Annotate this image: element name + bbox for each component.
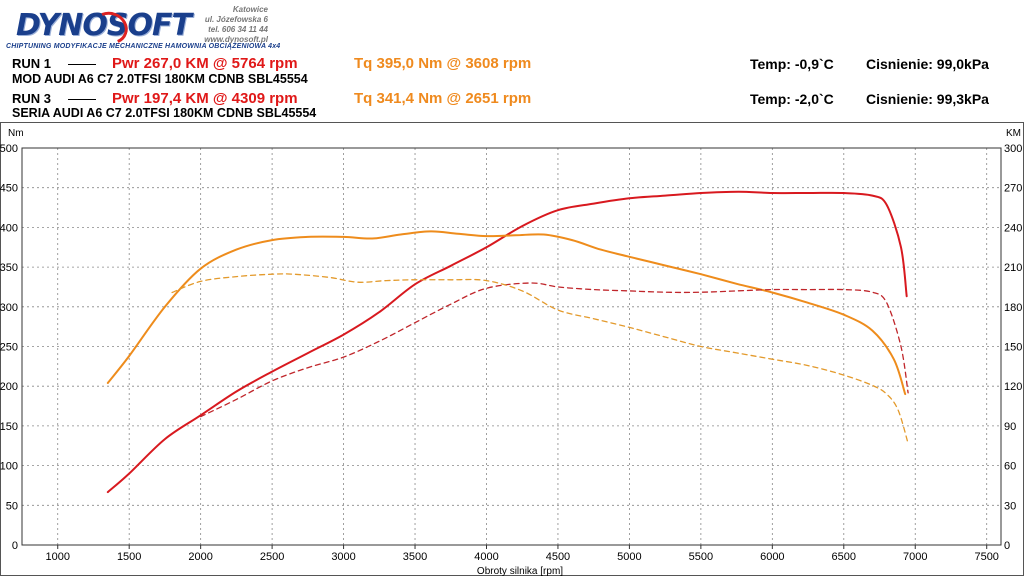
y-left-tick-label: 450: [0, 183, 18, 195]
y-right-tick-label: 180: [1004, 302, 1022, 314]
x-tick-label: 6500: [832, 551, 856, 563]
y-right-tick-label: 90: [1004, 421, 1016, 433]
x-tick-label: 3000: [331, 551, 355, 563]
x-tick-label: 1500: [117, 551, 141, 563]
y-left-tick-label: 500: [0, 143, 18, 155]
address-city: Katowice: [232, 5, 268, 14]
chart-series: [106, 190, 909, 494]
run3-temp: Temp: -2,0`C: [750, 91, 834, 107]
dynosoft-logo: DYNOSOFT: [6, 4, 192, 50]
x-tick-label: 4500: [546, 551, 570, 563]
run3-description: SERIA AUDI A6 C7 2.0TFSI 180KM CDNB SBL4…: [12, 106, 317, 120]
y-left-tick-label: 300: [0, 302, 18, 314]
chart-frame: [0, 122, 1024, 576]
dyno-header: DYNOSOFT CHIPTUNING MODYFIKACJE MECHANIC…: [0, 0, 1024, 122]
address-phone: tel. 606 34 11 44: [208, 25, 268, 34]
address-street: ul. Józefowska 6: [204, 15, 268, 24]
x-tick-label: 5000: [617, 551, 641, 563]
x-tick-label: 2000: [188, 551, 212, 563]
series-line-torque-stock: [171, 273, 909, 445]
run3-torque: Tq 341,4 Nm @ 2651 rpm: [354, 90, 532, 107]
left-axis-label: Nm: [8, 128, 24, 139]
tagline: CHIPTUNING MODYFIKACJE MECHANICZNE HAMOW…: [6, 43, 281, 50]
series-line-torque: [106, 230, 907, 396]
x-tick-label: 5500: [689, 551, 713, 563]
y-left-tick-label: 0: [12, 540, 18, 552]
y-left-tick-label: 400: [0, 222, 18, 234]
x-tick-label: 7500: [974, 551, 998, 563]
run1-description: MOD AUDI A6 C7 2.0TFSI 180KM CDNB SBL455…: [12, 72, 308, 86]
logo-text: DYNOSOFT: [16, 8, 192, 43]
x-tick-label: 2500: [260, 551, 284, 563]
x-tick-label: 6000: [760, 551, 784, 563]
series-line-power-stock: [199, 282, 909, 418]
y-right-tick-label: 300: [1004, 143, 1022, 155]
x-axis-label: Obroty silnika [rpm]: [477, 566, 563, 576]
run1-pressure: Cisnienie: 99,0kPa: [866, 56, 989, 72]
y-right-tick-label: 210: [1004, 262, 1022, 274]
run1-label: RUN 1: [12, 56, 52, 71]
run3-label: RUN 3: [12, 91, 52, 106]
x-tick-label: 3500: [403, 551, 427, 563]
plot-border: [21, 147, 1002, 546]
dyno-chart: 1000 1500 2000 2500 3000 3500 4000 4500 5000 5500…: [0, 122, 1024, 576]
y-right-tick-label: 30: [1004, 500, 1016, 512]
y-left-tick-label: 50: [6, 500, 18, 512]
x-tick-label: 4000: [474, 551, 498, 563]
y-right-tick-label: 240: [1004, 222, 1022, 234]
run1-torque: Tq 395,0 Nm @ 3608 rpm: [354, 55, 532, 72]
run1-temp: Temp: -0,9`C: [750, 56, 834, 72]
address-website: www.dynosoft.pl: [204, 35, 268, 44]
x-tick-label: 1000: [45, 551, 69, 563]
y-left-tick-label: 250: [0, 342, 18, 354]
y-left-tick-label: 200: [0, 381, 18, 393]
right-axis-label: KM: [1006, 128, 1021, 139]
y-right-tick-label: 0: [1004, 540, 1010, 552]
y-right-tick-label: 60: [1004, 461, 1016, 473]
series-line-power: [106, 190, 908, 494]
y-right-tick-label: 120: [1004, 381, 1022, 393]
run3-line-sample: [68, 99, 96, 100]
run1-line-sample: [68, 64, 96, 65]
y-right-tick-label: 150: [1004, 342, 1022, 354]
run1-power: Pwr 267,0 KM @ 5764 rpm: [112, 55, 298, 72]
y-left-tick-label: 100: [0, 461, 18, 473]
x-tick-label: 7000: [903, 551, 927, 563]
run3-power: Pwr 197,4 KM @ 4309 rpm: [112, 90, 298, 107]
chart-axes: 1000 1500 2000 2500 3000 3500 4000 4500 5000 5500…: [0, 143, 1022, 563]
run3-pressure: Cisnienie: 99,3kPa: [866, 91, 989, 107]
y-left-tick-label: 350: [0, 262, 18, 274]
y-left-tick-label: 150: [0, 421, 18, 433]
y-right-tick-label: 270: [1004, 183, 1022, 195]
